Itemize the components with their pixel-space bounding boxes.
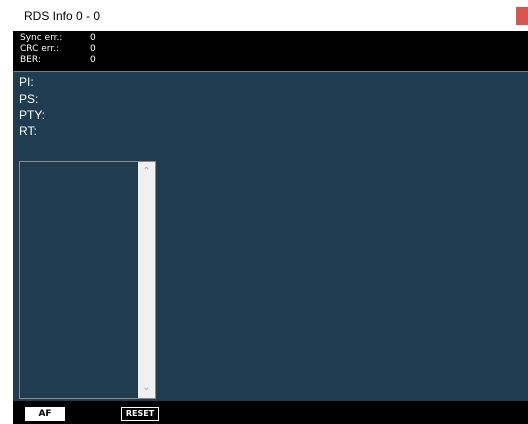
scroll-up-button[interactable]: ⌃ — [138, 165, 155, 179]
chevron-down-icon: ⌄ — [142, 382, 151, 393]
af-button[interactable]: AF — [25, 407, 65, 421]
error-stats-panel: Sync err.: 0 CRC err.: 0 BER: 0 — [13, 31, 528, 71]
title-bar: RDS Info 0 - 0 — [0, 0, 528, 31]
pi-label: PI: — [19, 75, 34, 89]
ber-label: BER: — [20, 55, 41, 65]
reset-button[interactable]: RESET — [121, 407, 159, 421]
crc-error-value: 0 — [90, 44, 96, 54]
close-button[interactable] — [516, 7, 528, 25]
crc-error-label: CRC err.: — [20, 44, 60, 54]
sync-error-value: 0 — [90, 33, 96, 43]
pty-label: PTY: — [19, 108, 46, 122]
ber-value: 0 — [90, 55, 96, 65]
bottom-toolbar: AF RESET — [13, 401, 528, 424]
rds-info-panel: PI: PS: PTY: RT: ⌃ ⌄ — [13, 71, 528, 401]
window-title: RDS Info 0 - 0 — [24, 9, 101, 23]
rt-label: RT: — [19, 124, 37, 138]
ps-label: PS: — [19, 92, 39, 106]
sync-error-label: Sync err.: — [20, 33, 63, 43]
chevron-up-icon: ⌃ — [142, 166, 151, 177]
af-listbox[interactable]: ⌃ ⌄ — [19, 161, 156, 399]
scroll-down-button[interactable]: ⌄ — [138, 381, 155, 395]
listbox-scrollbar[interactable]: ⌃ ⌄ — [138, 162, 155, 398]
